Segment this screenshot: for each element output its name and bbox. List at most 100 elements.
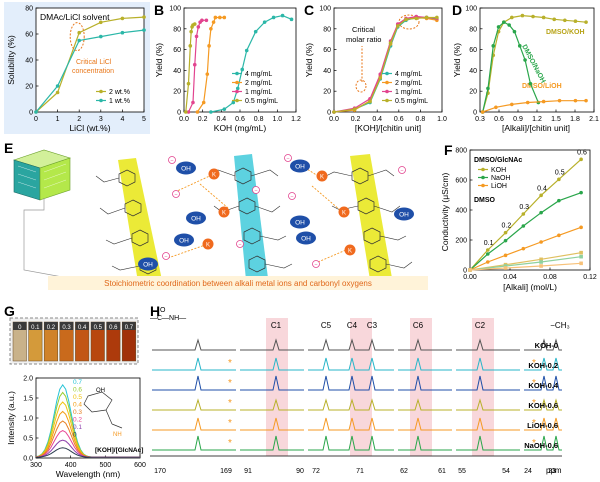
panel-label-c: C: [304, 2, 315, 18]
panel-f-series-2-point: [485, 260, 490, 264]
panel-f-series-3-line: [469, 252, 582, 271]
potassium-label: K: [222, 210, 226, 216]
panel-b-series-0-point: [271, 15, 276, 20]
nmr-peak-label: C1: [271, 321, 282, 330]
panel-c-annotation-1: Critical: [352, 25, 375, 34]
panel-b-legend-marker: [235, 71, 239, 76]
hydroxide-label: OH: [181, 166, 191, 173]
negative-charge-label: −: [254, 188, 257, 194]
hydroxide-ion: [296, 231, 316, 245]
nmr-trace-5-seg-1: [240, 435, 304, 451]
panel-d-ytick-label: 100: [465, 6, 477, 13]
nmr-trace-0-seg-3: [398, 338, 452, 351]
nmr-xtick-label: 24: [524, 468, 532, 475]
panel-f-title: DMSO/GlcNAc: [474, 157, 522, 164]
vial-label: 0: [18, 325, 22, 331]
panel-c-series-3-point: [378, 76, 383, 80]
vial-cap: [106, 322, 121, 330]
panel-f-series-0-point: [557, 177, 561, 182]
panel-f-series-5-point: [468, 268, 472, 272]
panel-label-e: E: [4, 140, 14, 156]
nmr-trace-5-seg-0: [152, 435, 236, 451]
panel-f-xtick-label: 0.04: [503, 274, 517, 281]
panel-f-series-1-point: [485, 252, 490, 256]
panel-b-series-0-point: [289, 17, 294, 22]
panel-b-ytick-label: 20: [173, 89, 181, 96]
panel-g-xlabel: Wavelength (nm): [56, 469, 121, 479]
chitin-zoom-line: [23, 198, 91, 283]
hydroxide-label: OH: [295, 164, 305, 171]
panel-g-ytick-label: 1.0: [23, 416, 33, 423]
panel-d-series-1-point: [517, 44, 522, 48]
negative-charge-label: −: [286, 156, 289, 162]
panel-d-series-2-point: [584, 98, 588, 103]
panel-label-f: F: [444, 142, 453, 158]
panel-b-series-0-point: [222, 107, 227, 111]
panel-f-ylabel: Conductivity (μS/cm): [440, 173, 450, 252]
panel-f-xtick-label: 0.12: [583, 274, 597, 281]
panel-f-series-5-line: [469, 262, 582, 271]
vial-label: 0.1: [31, 325, 40, 331]
panel-g-legend-label: 0.6: [73, 387, 82, 394]
panel-a-xtick-label: 0: [34, 116, 38, 123]
panel-a-xtick-label: 1: [56, 116, 60, 123]
panel-c-legend-marker: [385, 89, 389, 94]
panel-a-ytick-label: 60: [25, 32, 33, 39]
panel-f-xlabel: [Alkali] (mol/L): [503, 282, 557, 292]
panel-h-ppm: ppm: [546, 466, 562, 475]
panel-a-series-1-point: [99, 34, 103, 39]
panel-b-xtick-label: 1.2: [291, 116, 301, 123]
nmr-star-ch3: *: [532, 398, 536, 409]
panel-b-series-0-point: [280, 13, 285, 18]
nmr-trace-1-seg-4: [456, 357, 520, 371]
panel-f-series-4-point: [579, 254, 583, 259]
potassium-label: K: [342, 210, 346, 216]
panel-c-series-3-point: [395, 24, 400, 28]
panel-d-series-2-point: [525, 100, 530, 105]
panel-f-baseline: DMSO: [474, 197, 496, 204]
panel-c-xlabel: [KOH]/[chitin unit]: [355, 123, 421, 133]
nmr-xtick-label: 61: [438, 468, 446, 475]
panel-h-group: —C—NH—: [150, 315, 186, 322]
panel-a-ytick-label: 0: [29, 110, 33, 117]
hydroxide-ion: [290, 159, 310, 173]
panel-f-ytick-label: 600: [455, 178, 467, 185]
panel-d-series-1-point: [512, 29, 517, 34]
panel-b-series-1-point: [195, 110, 200, 114]
nmr-star: *: [228, 398, 232, 409]
vial-cap: [13, 322, 27, 330]
negative-charge: [312, 260, 320, 268]
nmr-highlight-band-1: [350, 318, 372, 456]
vial-label: 0.3: [62, 325, 71, 331]
panel-c-ytick-label: 80: [323, 26, 331, 33]
panel-a-series-1-point: [55, 84, 60, 88]
panel-b-xlabel: KOH (mg/mL): [214, 123, 267, 133]
panel-c-xtick-label: 0.0: [329, 116, 339, 123]
panel-b-series-3-point: [188, 44, 193, 48]
panel-c-series-3-line: [333, 16, 437, 113]
panel-b-ytick-label: 40: [173, 68, 181, 75]
panel-e-caption: Stoichiometric coordination between alka…: [104, 279, 372, 288]
nmr-trace-0-seg-1: [240, 338, 304, 351]
panel-f-series-0-point: [539, 193, 543, 198]
panel-b-series-1-point: [211, 20, 216, 24]
nmr-trace-5-seg-2: [308, 435, 394, 451]
panel-f-legend-marker: [481, 183, 485, 188]
panel-c-legend-marker: [385, 71, 389, 76]
panel-f-ratio-label: 0.3: [519, 204, 529, 211]
panel-f-ratio-label: 0.1: [484, 240, 494, 247]
panel-a-xtick-label: 5: [142, 116, 146, 123]
panel-d-series-2-line: [482, 100, 586, 113]
vial-label: 0.6: [109, 325, 118, 331]
panel-g-legend-label: 0.5: [73, 394, 82, 401]
potassium-label: K: [212, 172, 216, 178]
panel-b-ytick-label: 60: [173, 47, 181, 54]
panel-b-series-3-point: [186, 81, 191, 86]
panel-c-circle-high: [398, 14, 420, 30]
nmr-peak-label: C4: [347, 321, 358, 330]
nmr-peak-label: C3: [367, 321, 378, 330]
panel-d-series-1-point: [528, 81, 533, 86]
panel-d-series-0-point: [531, 14, 535, 19]
vial-cap: [28, 322, 43, 330]
